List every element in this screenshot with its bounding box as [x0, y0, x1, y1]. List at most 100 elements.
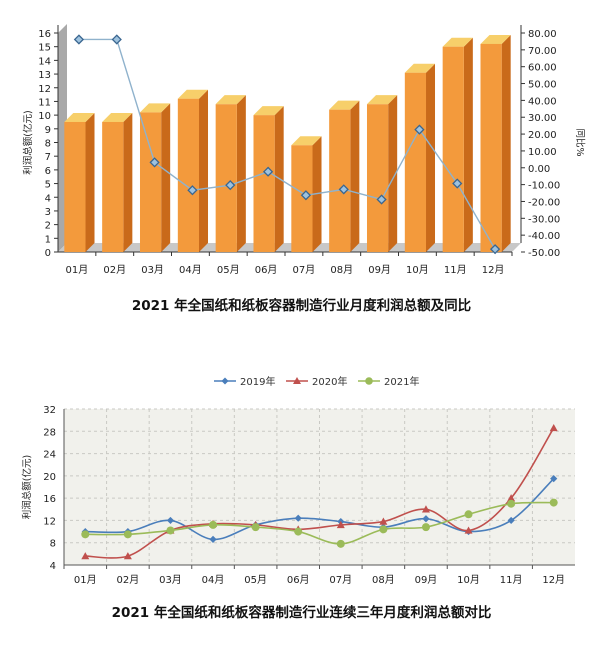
bar-top — [177, 89, 209, 99]
chart2-x-tick-label: 07月 — [329, 574, 352, 586]
chart2-x-tick-label: 05月 — [244, 574, 267, 586]
bar-top — [366, 95, 398, 105]
chart1-x-tick-label: 06月 — [255, 264, 278, 276]
bar-front — [291, 145, 313, 252]
chart1-x-tick-label: 11月 — [444, 264, 467, 276]
chart1-left-tick-label: 11 — [38, 97, 51, 108]
chart2-x-tick-label: 08月 — [372, 574, 395, 586]
chart1-left-tick-label: 9 — [45, 125, 51, 136]
point-2021年-04月 — [209, 520, 218, 529]
chart1-right-tick-label: 40.00 — [528, 96, 557, 107]
bar-front — [480, 43, 502, 253]
bar-side — [161, 103, 171, 252]
three-year-line-chart: 4 8 12 16 20 24 28 32 利润总额(亿元) 01月 02月 03月 04月 05月 06月… — [21, 375, 575, 586]
legend-item-2020年: 2020年 — [286, 375, 347, 388]
bar-front — [253, 115, 275, 252]
yoy-point-06月 — [262, 166, 274, 177]
chart1-right-tick-label: 80.00 — [528, 29, 557, 40]
chart1-right-tick-label: 50.00 — [528, 80, 557, 91]
legend-item-2021年: 2021年 — [358, 375, 419, 388]
bar-front — [366, 104, 389, 252]
yoy-point-09月 — [376, 194, 387, 205]
bar-03月 — [139, 103, 171, 252]
chart2-x-tick-label: 10月 — [457, 574, 480, 586]
chart1-x-tick-label: 03月 — [141, 264, 164, 276]
point-2020年-09月 — [421, 505, 430, 513]
point-2020年-07月 — [336, 520, 345, 529]
bar-top — [139, 103, 171, 113]
chart1-x-tick-label: 01月 — [66, 264, 89, 276]
chart2-y-tick-label: 8 — [50, 539, 56, 550]
bar-07月 — [291, 136, 322, 252]
point-2021年-02月 — [123, 530, 132, 539]
chart2-x-tick-label: 03月 — [159, 574, 182, 586]
chart2-title: 2021 年全国纸和纸板容器制造行业连续三年月度利润总额对比 — [111, 605, 492, 621]
bar-side — [501, 34, 511, 253]
chart1-right-tick-label: 20.00 — [528, 130, 557, 141]
bar-front — [329, 109, 351, 253]
bar-side — [463, 37, 473, 252]
point-2021年-10月 — [464, 510, 473, 519]
bar-front — [102, 121, 124, 252]
chart1-left-tick-label: 6 — [45, 166, 51, 177]
chart1-right-tick-label: 60.00 — [528, 63, 557, 74]
chart1-x-tick-label: 04月 — [179, 264, 202, 276]
bar-08月 — [329, 100, 360, 253]
series-2021年 — [81, 498, 558, 548]
bar-top — [329, 100, 360, 110]
chart2-x-tick-label: 11月 — [500, 574, 523, 586]
bar-side — [123, 112, 133, 252]
bar-top — [442, 37, 473, 47]
point-2020年-08月 — [379, 517, 388, 525]
legend-marker — [221, 377, 229, 385]
bar-02月 — [102, 112, 133, 252]
bar-top — [291, 136, 322, 146]
bar-front — [404, 72, 427, 252]
chart1-left-tick-label: 15 — [38, 43, 51, 54]
chart1-left-tick-label: 4 — [45, 193, 51, 204]
chart1-right-tick-label: -30.00 — [528, 214, 560, 225]
chart2-x-tick-label: 06月 — [287, 574, 310, 586]
bar-side — [388, 95, 398, 252]
chart1-left-tick-label: 13 — [38, 70, 51, 81]
legend-label: 2019年 — [240, 375, 275, 388]
bar-10月 — [404, 63, 436, 252]
yoy-point-03月 — [149, 157, 160, 168]
chart1-left-tick-label: 14 — [38, 56, 51, 67]
chart2-y-axis-label: 利润总额(亿元) — [21, 455, 33, 519]
chart2-y-tick-label: 20 — [43, 472, 56, 483]
chart2-x-tick-label: 09月 — [415, 574, 438, 586]
chart1-left-tick-label: 10 — [38, 111, 51, 122]
chart1-left-tick-label: 7 — [45, 152, 51, 163]
bar-front — [139, 112, 162, 252]
bar-04月 — [177, 89, 209, 252]
chart1-right-axis-label: 同比% — [574, 128, 586, 156]
chart1-left-tick-label: 16 — [38, 29, 51, 40]
bar-side — [236, 95, 246, 252]
chart1-right-tick-label: 0.00 — [528, 164, 550, 175]
chart1-right-tick-label: 10.00 — [528, 147, 557, 158]
point-2021年-09月 — [421, 523, 430, 532]
chart1-left-tick-label: 1 — [45, 234, 51, 245]
yoy-point-02月 — [111, 34, 122, 45]
chart1-x-tick-label: 08月 — [330, 264, 353, 276]
legend-marker — [293, 377, 301, 384]
bar-top — [253, 106, 284, 116]
chart1-left-axis-label: 利润总额(亿元) — [22, 110, 34, 174]
chart1-right-tick-label: -10.00 — [528, 181, 560, 192]
chart1-right-tick-label: 70.00 — [528, 46, 557, 57]
chart2-y-tick-label: 12 — [43, 516, 56, 527]
bar-front — [215, 104, 237, 252]
yoy-point-08月 — [338, 184, 349, 195]
chart1-x-tick-label: 05月 — [217, 264, 240, 276]
chart2-x-tick-label: 12月 — [542, 574, 565, 586]
chart1-right-tick-label: -20.00 — [528, 197, 560, 208]
bar-01月 — [64, 112, 95, 252]
chart1-left-tick-label: 2 — [45, 221, 51, 232]
chart2-y-tick-label: 28 — [43, 427, 56, 438]
bar-side — [426, 63, 436, 252]
chart1-x-tick-label: 07月 — [293, 264, 316, 276]
legend-item-2019年: 2019年 — [214, 375, 275, 388]
legend-label: 2021年 — [384, 375, 419, 388]
chart1-left-tick-label: 3 — [45, 207, 51, 218]
